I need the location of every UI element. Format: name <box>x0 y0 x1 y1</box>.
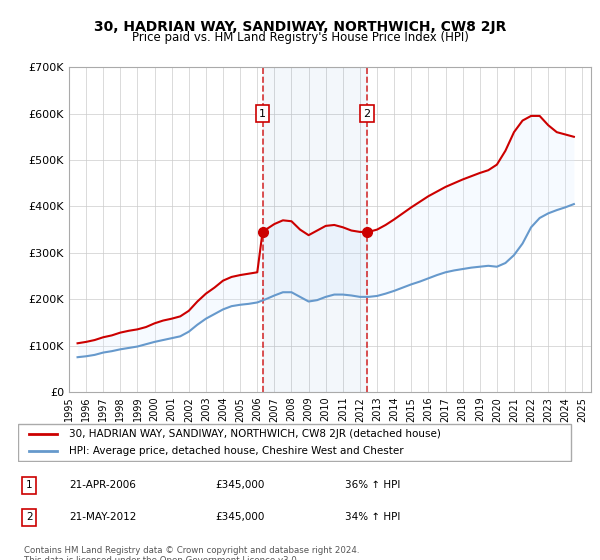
Text: 1: 1 <box>26 480 32 490</box>
Text: 30, HADRIAN WAY, SANDIWAY, NORTHWICH, CW8 2JR: 30, HADRIAN WAY, SANDIWAY, NORTHWICH, CW… <box>94 20 506 34</box>
Text: 2: 2 <box>363 109 370 119</box>
FancyBboxPatch shape <box>18 423 571 461</box>
Text: 1: 1 <box>259 109 266 119</box>
Text: Contains HM Land Registry data © Crown copyright and database right 2024.
This d: Contains HM Land Registry data © Crown c… <box>24 546 359 560</box>
Text: £345,000: £345,000 <box>215 480 265 490</box>
Text: Price paid vs. HM Land Registry's House Price Index (HPI): Price paid vs. HM Land Registry's House … <box>131 31 469 44</box>
Text: £345,000: £345,000 <box>215 512 265 522</box>
Text: HPI: Average price, detached house, Cheshire West and Chester: HPI: Average price, detached house, Ches… <box>69 446 403 456</box>
Text: 21-MAY-2012: 21-MAY-2012 <box>69 512 136 522</box>
Text: 34% ↑ HPI: 34% ↑ HPI <box>345 512 400 522</box>
Text: 36% ↑ HPI: 36% ↑ HPI <box>345 480 400 490</box>
Text: 2: 2 <box>26 512 32 522</box>
Text: 21-APR-2006: 21-APR-2006 <box>69 480 136 490</box>
Bar <box>263 67 367 392</box>
Text: 30, HADRIAN WAY, SANDIWAY, NORTHWICH, CW8 2JR (detached house): 30, HADRIAN WAY, SANDIWAY, NORTHWICH, CW… <box>69 429 440 439</box>
